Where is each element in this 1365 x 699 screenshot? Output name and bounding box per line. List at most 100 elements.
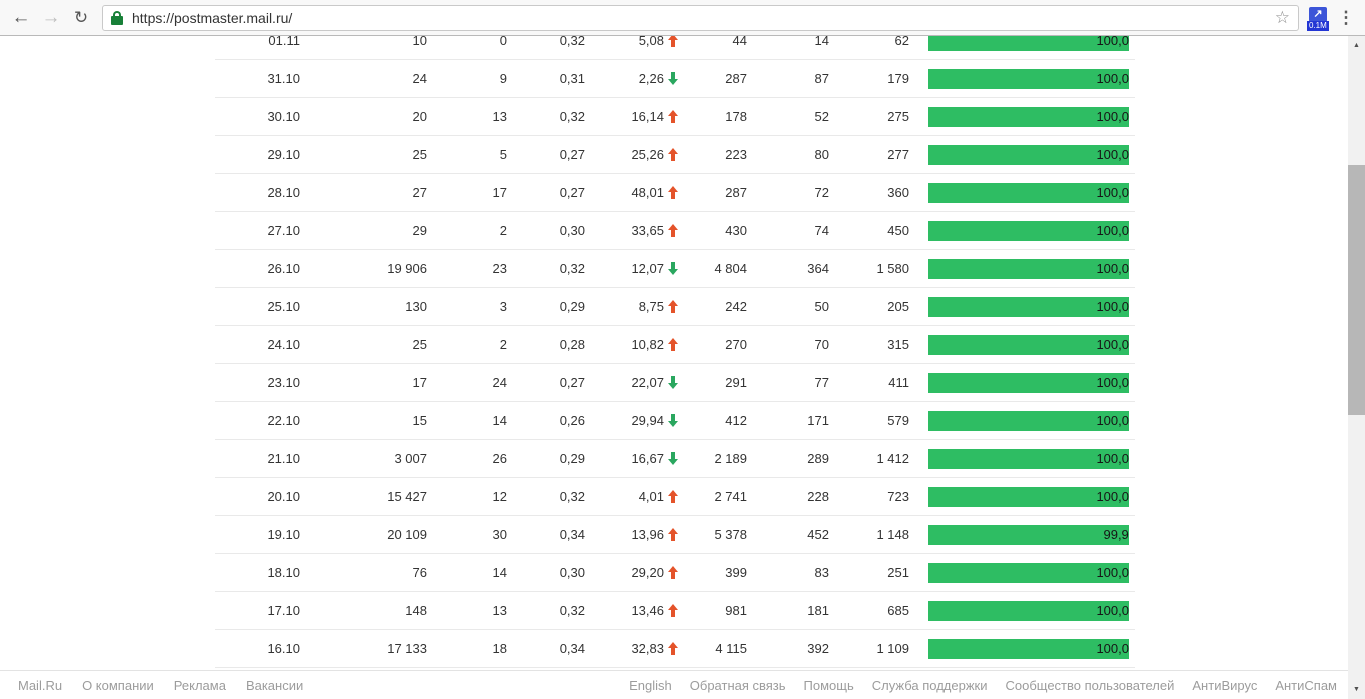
url-text[interactable]: https://postmaster.mail.ru/	[132, 9, 293, 26]
cell-value-2: 9	[499, 71, 507, 86]
scrollbar-thumb[interactable]	[1348, 165, 1365, 415]
cell-delivery-bar: 100,0	[928, 600, 1129, 621]
page-content: 01.11 10 0 0,32 5,08 44 14 62 100,0 31.10 24 9 0,31 2…	[0, 36, 1348, 670]
cell-delivery-bar: 100,0	[928, 562, 1129, 583]
extension-icon[interactable]: ↗ 0.1M	[1307, 0, 1331, 36]
trend-up-icon	[668, 148, 678, 161]
footer-link-left-2[interactable]: О компании	[82, 677, 154, 693]
percent-value: 22,07	[631, 375, 664, 390]
cell-value-4: 2 189	[714, 451, 747, 466]
cell-value-6: 1 412	[876, 451, 909, 466]
delivery-bar: 100,0	[928, 486, 1129, 507]
browser-menu-icon[interactable]: ⋮	[1337, 7, 1355, 27]
cell-value-6: 723	[887, 489, 909, 504]
table-row: 19.10 20 109 30 0,34 13,96 5 378 452 1 148 99,9	[215, 516, 1135, 554]
cell-value-5: 14	[814, 36, 829, 48]
cell-delivery-bar: 100,0	[928, 258, 1129, 279]
delivery-bar: 100,0	[928, 600, 1129, 621]
footer-link-right-7[interactable]: АнтиСпам	[1275, 677, 1337, 693]
cell-value-1: 17	[412, 375, 427, 390]
delivery-bar: 100,0	[928, 106, 1129, 127]
footer-link-right-2[interactable]: Обратная связь	[689, 677, 786, 693]
cell-value-2: 26	[492, 451, 507, 466]
cell-value-3: 0,32	[559, 489, 585, 504]
cell-value-3: 0,34	[559, 641, 585, 656]
cell-value-2: 12	[492, 489, 507, 504]
cell-value-3: 0,32	[559, 109, 585, 124]
address-bar[interactable]: https://postmaster.mail.ru/ ☆	[102, 4, 1299, 31]
cell-value-5: 50	[814, 299, 829, 314]
footer-link-left-3[interactable]: Реклама	[173, 677, 226, 693]
delivery-bar: 100,0	[928, 220, 1129, 241]
cell-date: 01.11	[268, 36, 300, 48]
cell-delivery-bar: 100,0	[928, 486, 1129, 507]
delivery-bar: 100,0	[928, 334, 1129, 355]
back-icon[interactable]: ←	[11, 6, 31, 28]
trend-up-icon	[668, 36, 678, 47]
table-row: 20.10 15 427 12 0,32 4,01 2 741 228 723 100,0	[215, 478, 1135, 516]
percent-value: 12,07	[631, 261, 664, 276]
table-row: 16.10 17 133 18 0,34 32,83 4 115 392 1 109 100,0	[215, 630, 1135, 668]
cell-value-3: 0,27	[559, 147, 585, 162]
table-row: 23.10 17 24 0,27 22,07 291 77 411 100,0	[215, 364, 1135, 402]
cell-delivery-bar: 100,0	[928, 36, 1129, 51]
cell-percent: 33,65	[585, 223, 678, 238]
cell-date: 25.10	[267, 299, 300, 314]
table-row: 22.10 15 14 0,26 29,94 412 171 579 100,0	[215, 402, 1135, 440]
trend-up-icon	[668, 224, 678, 237]
bookmark-star-icon[interactable]: ☆	[1274, 7, 1290, 27]
footer-link-right-5[interactable]: Сообщество пользователей	[1005, 677, 1175, 693]
cell-value-3: 0,27	[559, 375, 585, 390]
cell-value-5: 83	[814, 565, 829, 580]
footer-link-right-3[interactable]: Помощь	[803, 677, 854, 693]
extension-arrow-icon: ↗	[1309, 6, 1327, 22]
table-row: 26.10 19 906 23 0,32 12,07 4 804 364 1 580 100,0	[215, 250, 1135, 288]
stats-table: 01.11 10 0 0,32 5,08 44 14 62 100,0 31.10 24 9 0,31 2…	[215, 36, 1135, 668]
cell-value-2: 23	[492, 261, 507, 276]
scroll-down-icon[interactable]: ▼	[1353, 686, 1360, 693]
cell-value-2: 17	[492, 185, 507, 200]
cell-value-6: 579	[887, 413, 909, 428]
cell-value-4: 291	[725, 375, 747, 390]
scroll-up-icon[interactable]: ▲	[1353, 42, 1360, 49]
footer-link-left-1[interactable]: Mail.Ru	[18, 677, 63, 693]
table-row: 24.10 25 2 0,28 10,82 270 70 315 100,0	[215, 326, 1135, 364]
cell-value-6: 450	[887, 223, 909, 238]
cell-value-6: 205	[887, 299, 909, 314]
trend-down-icon	[668, 72, 678, 85]
cell-percent: 16,14	[585, 109, 678, 124]
cell-delivery-bar: 100,0	[928, 410, 1129, 431]
delivery-bar: 100,0	[928, 144, 1129, 165]
cell-value-6: 1 148	[876, 527, 909, 542]
cell-value-1: 20 109	[387, 527, 427, 542]
footer-link-left-4[interactable]: Вакансии	[245, 677, 304, 693]
reload-icon[interactable]: ↻	[73, 7, 89, 27]
forward-icon[interactable]: →	[41, 6, 61, 28]
table-row: 30.10 20 13 0,32 16,14 178 52 275 100,0	[215, 98, 1135, 136]
trend-up-icon	[668, 604, 678, 617]
cell-value-5: 74	[814, 223, 829, 238]
cell-value-1: 27	[412, 185, 427, 200]
cell-value-3: 0,31	[559, 71, 585, 86]
table-row: 29.10 25 5 0,27 25,26 223 80 277 100,0	[215, 136, 1135, 174]
cell-value-4: 4 115	[715, 641, 747, 656]
footer-link-right-4[interactable]: Служба поддержки	[871, 677, 988, 693]
cell-value-2: 24	[492, 375, 507, 390]
cell-value-1: 10	[412, 36, 427, 48]
cell-value-4: 178	[725, 109, 747, 124]
vertical-scrollbar[interactable]: ▲ ▼	[1348, 36, 1365, 699]
percent-value: 25,26	[631, 147, 664, 162]
delivery-bar: 100,0	[928, 68, 1129, 89]
cell-value-3: 0,29	[559, 299, 585, 314]
percent-value: 13,46	[631, 603, 664, 618]
footer-link-right-6[interactable]: АнтиВирус	[1192, 677, 1258, 693]
cell-percent: 29,20	[585, 565, 678, 580]
cell-delivery-bar: 99,9	[928, 524, 1129, 545]
cell-value-2: 30	[492, 527, 507, 542]
trend-down-icon	[668, 262, 678, 275]
delivery-bar: 100,0	[928, 36, 1129, 51]
footer-link-right-1[interactable]: English	[629, 677, 672, 693]
cell-date: 16.10	[267, 641, 300, 656]
trend-up-icon	[668, 338, 678, 351]
trend-up-icon	[668, 490, 678, 503]
